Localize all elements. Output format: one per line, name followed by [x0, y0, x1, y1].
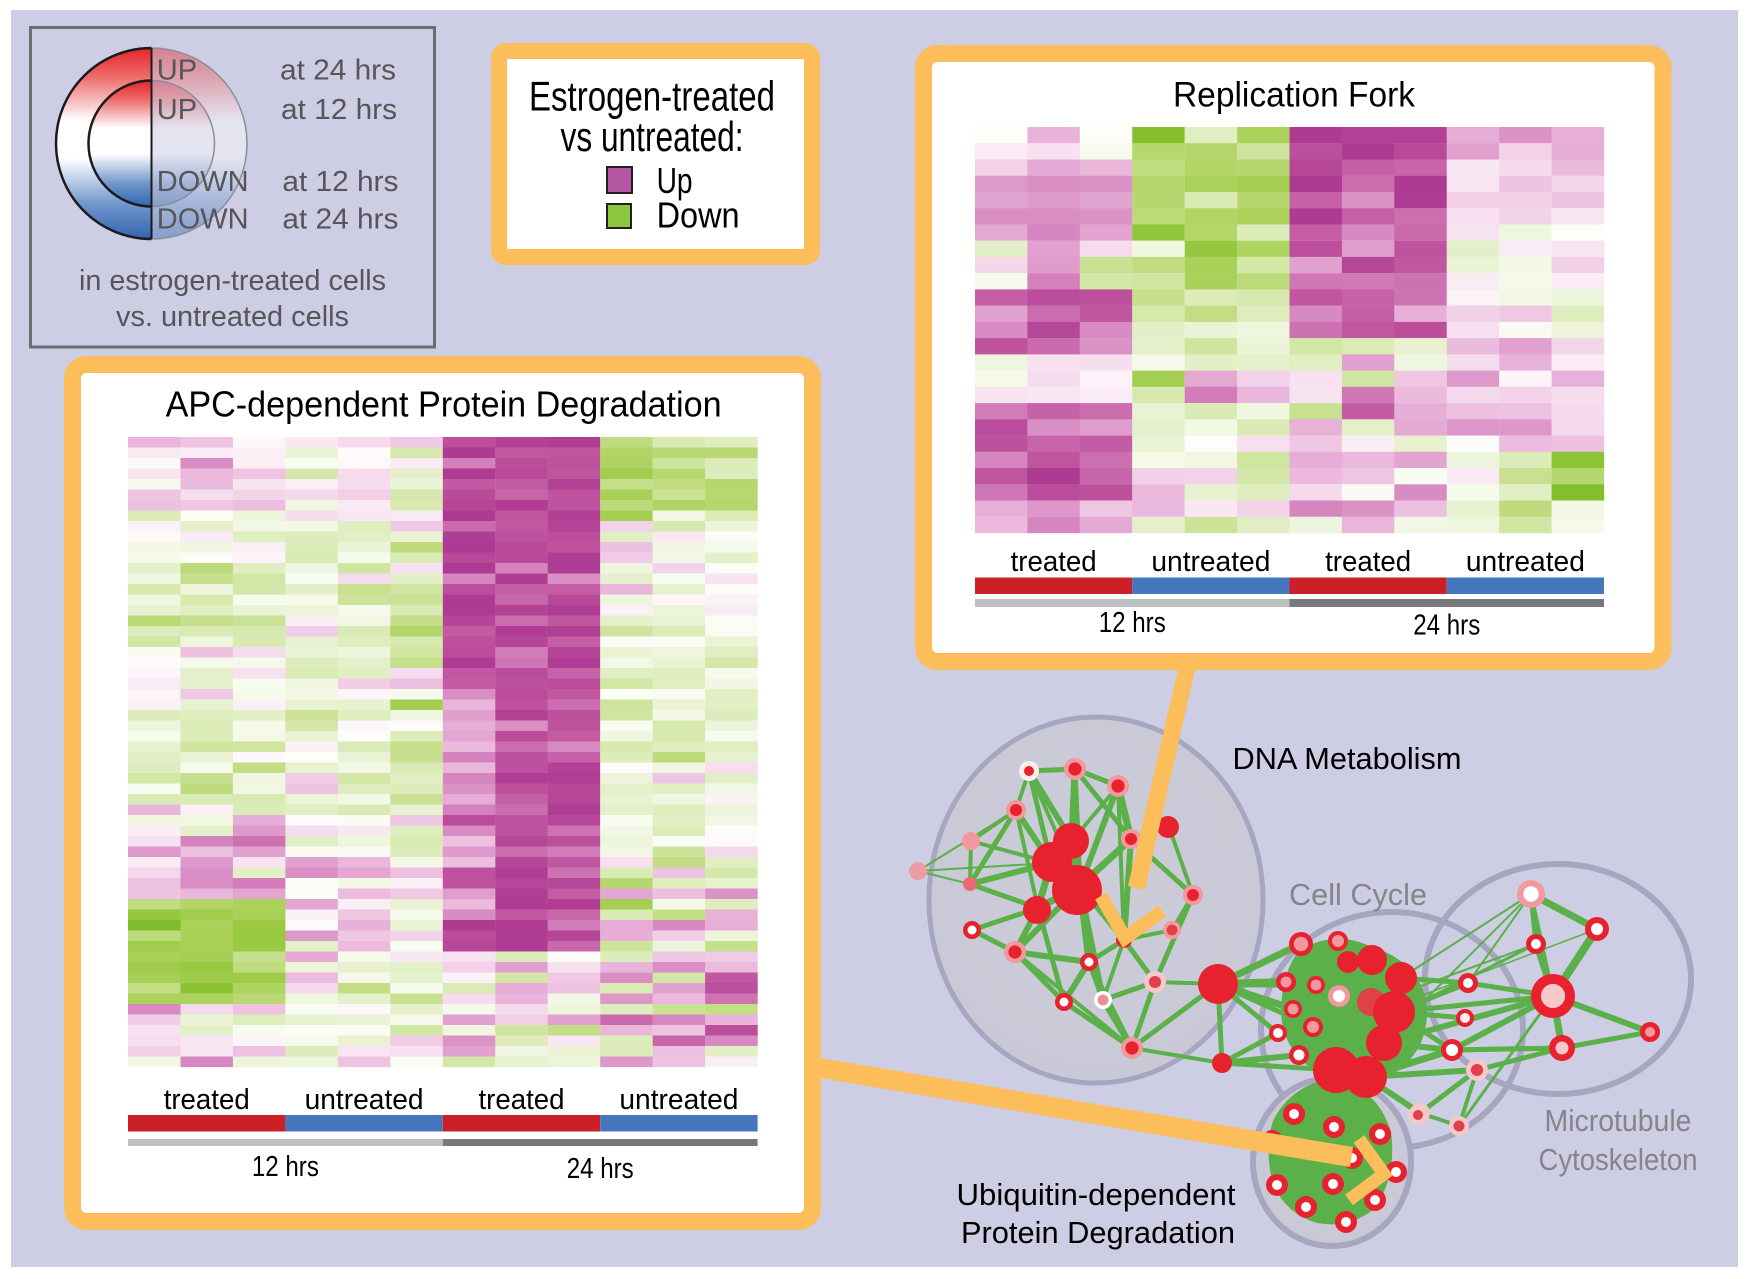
svg-text:treated: treated — [1011, 546, 1097, 578]
svg-text:12 hrs: 12 hrs — [252, 1151, 319, 1183]
svg-text:in estrogen-treated cells: in estrogen-treated cells — [79, 265, 386, 297]
svg-text:APC-dependent Protein Degradat: APC-dependent Protein Degradation — [166, 384, 722, 425]
svg-text:untreated: untreated — [1466, 546, 1585, 578]
svg-text:treated: treated — [479, 1084, 565, 1116]
svg-text:Estrogen-treated: Estrogen-treated — [529, 73, 775, 120]
svg-text:UP: UP — [157, 55, 197, 87]
svg-text:24 hrs: 24 hrs — [567, 1153, 634, 1185]
svg-text:12 hrs: 12 hrs — [1099, 607, 1166, 639]
svg-text:at 12 hrs: at 12 hrs — [282, 166, 398, 198]
svg-text:Microtubule: Microtubule — [1545, 1103, 1692, 1138]
svg-text:DOWN: DOWN — [157, 166, 249, 198]
svg-text:untreated: untreated — [305, 1084, 424, 1116]
svg-text:untreated: untreated — [619, 1084, 738, 1116]
svg-text:UP: UP — [157, 94, 197, 126]
svg-text:vs. untreated cells: vs. untreated cells — [116, 301, 349, 333]
svg-text:untreated: untreated — [1151, 546, 1270, 578]
svg-text:Ubiquitin-dependent: Ubiquitin-dependent — [957, 1177, 1236, 1212]
svg-text:treated: treated — [1325, 546, 1411, 578]
svg-text:Up: Up — [657, 160, 693, 201]
svg-text:at 24 hrs: at 24 hrs — [282, 204, 398, 236]
svg-text:treated: treated — [164, 1084, 250, 1116]
svg-text:DOWN: DOWN — [157, 204, 249, 236]
svg-text:Down: Down — [657, 194, 740, 235]
svg-text:DNA Metabolism: DNA Metabolism — [1233, 741, 1462, 776]
svg-text:vs untreated:: vs untreated: — [561, 113, 744, 160]
svg-text:Protein Degradation: Protein Degradation — [961, 1215, 1235, 1250]
svg-text:at 24 hrs: at 24 hrs — [280, 55, 396, 87]
svg-text:at 12 hrs: at 12 hrs — [281, 94, 397, 126]
svg-text:24 hrs: 24 hrs — [1413, 610, 1480, 642]
svg-text:Cell Cycle: Cell Cycle — [1289, 877, 1427, 912]
svg-text:Cytoskeleton: Cytoskeleton — [1539, 1142, 1698, 1177]
svg-text:Replication Fork: Replication Fork — [1173, 76, 1415, 115]
